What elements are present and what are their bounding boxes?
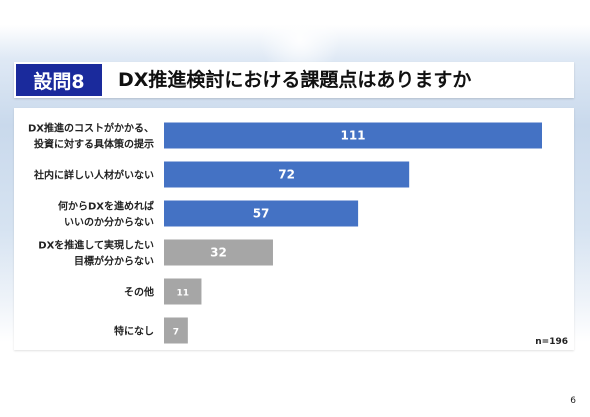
value-label-0: 111 <box>340 129 365 143</box>
bar-4 <box>164 278 202 305</box>
bar-2 <box>164 200 359 227</box>
category-label-0-1: 投資に対する具体策の提示 <box>34 138 154 151</box>
category-label-0-0: DX推進のコストがかかる、 <box>28 122 154 135</box>
category-label-3-0: DXを推進して実現したい <box>38 239 154 252</box>
category-label-4-0: その他 <box>124 286 154 299</box>
question-badge: 設問8 <box>14 62 104 98</box>
value-label-4: 11 <box>176 289 189 299</box>
chart-panel: 111 DX推進のコストがかかる、 投資に対する具体策の提示 72 社内に詳しい人材がい… <box>14 108 574 350</box>
value-label-1: 72 <box>278 168 295 182</box>
title-bar: 設問8 DX推進検討における課題点はありますか <box>14 62 574 98</box>
category-label-1-0: 社内に詳しい人材がいない <box>33 169 154 182</box>
page-title: DX推進検討における課題点はありますか <box>118 69 472 91</box>
value-label-5: 7 <box>173 328 179 338</box>
category-label-5-0: 特になし <box>114 325 154 338</box>
category-label-2-0: 何からDXを進めれば <box>58 200 154 213</box>
bar-5 <box>164 317 188 344</box>
bar-0 <box>164 122 542 149</box>
value-label-3: 32 <box>210 246 227 260</box>
bar-1 <box>164 161 410 188</box>
bar-chart: 111 DX推進のコストがかかる、投資に対する具体策の提示 72 社内に詳しい人材がい… <box>28 122 542 344</box>
bar-3 <box>164 239 273 266</box>
category-label-3-1: 目標が分からない <box>74 255 154 268</box>
page-number: 6 <box>570 396 576 406</box>
value-label-2: 57 <box>253 207 270 221</box>
category-label-2-1: いいのか分からない <box>64 216 154 229</box>
sample-size-label: n=196 <box>535 337 568 347</box>
